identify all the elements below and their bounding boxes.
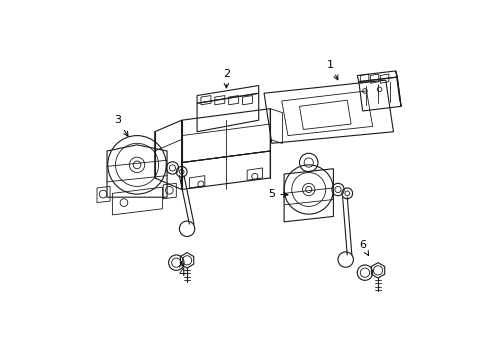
Text: 2: 2 bbox=[223, 69, 229, 88]
Text: 3: 3 bbox=[114, 115, 128, 136]
Text: 4: 4 bbox=[178, 262, 185, 278]
Text: 5: 5 bbox=[268, 189, 287, 199]
Text: 6: 6 bbox=[358, 240, 368, 256]
Text: 1: 1 bbox=[326, 60, 337, 80]
